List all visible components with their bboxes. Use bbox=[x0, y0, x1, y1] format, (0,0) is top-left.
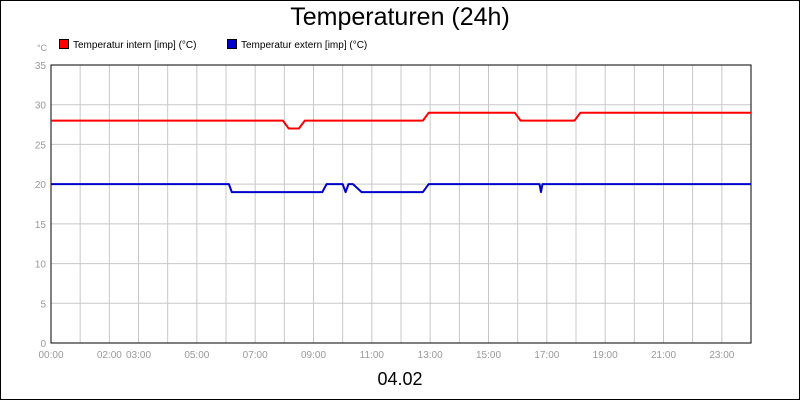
legend-swatch-extern bbox=[227, 39, 237, 49]
x-tick-label: 19:00 bbox=[593, 350, 618, 361]
legend-item-extern: Temperatur extern [imp] (°C) bbox=[227, 39, 367, 51]
y-tick-label: 10 bbox=[35, 260, 47, 271]
x-tick-label: 15:00 bbox=[476, 350, 501, 361]
y-tick-label: 30 bbox=[35, 101, 47, 112]
y-tick-label: 20 bbox=[35, 180, 47, 191]
plot-border bbox=[50, 64, 752, 344]
y-tick-label: 5 bbox=[40, 299, 46, 310]
x-tick-label: 11:00 bbox=[360, 350, 385, 361]
x-tick-label: 05:00 bbox=[184, 350, 209, 361]
x-tick-label: 09:00 bbox=[301, 350, 326, 361]
legend-label-intern: Temperatur intern [imp] (°C) bbox=[73, 40, 197, 51]
y-tick-label: 0 bbox=[40, 339, 46, 350]
chart-title: Temperaturen (24h) bbox=[290, 3, 510, 31]
series-line-extern bbox=[51, 183, 751, 194]
x-tick-label: 13:00 bbox=[418, 350, 443, 361]
x-tick-label: 00:00 bbox=[38, 350, 63, 361]
y-unit-label: °C bbox=[37, 43, 48, 53]
date-label: 04.02 bbox=[377, 369, 423, 389]
legend-item-intern: Temperatur intern [imp] (°C) bbox=[59, 39, 196, 51]
legend-label-extern: Temperatur extern [imp] (°C) bbox=[241, 40, 368, 51]
x-tick-label: 17:00 bbox=[534, 350, 559, 361]
legend-swatch-intern bbox=[59, 39, 69, 49]
series-line-intern bbox=[51, 111, 751, 130]
x-tick-label: 03:00 bbox=[126, 350, 151, 361]
x-tick-label: 23:00 bbox=[709, 350, 734, 361]
x-tick-label: 21:00 bbox=[651, 350, 676, 361]
x-tick-label: 07:00 bbox=[243, 350, 268, 361]
y-tick-label: 35 bbox=[35, 61, 47, 72]
x-tick-label: 02:00 bbox=[97, 350, 122, 361]
y-tick-label: 15 bbox=[35, 220, 47, 231]
y-tick-label: 25 bbox=[35, 140, 47, 151]
